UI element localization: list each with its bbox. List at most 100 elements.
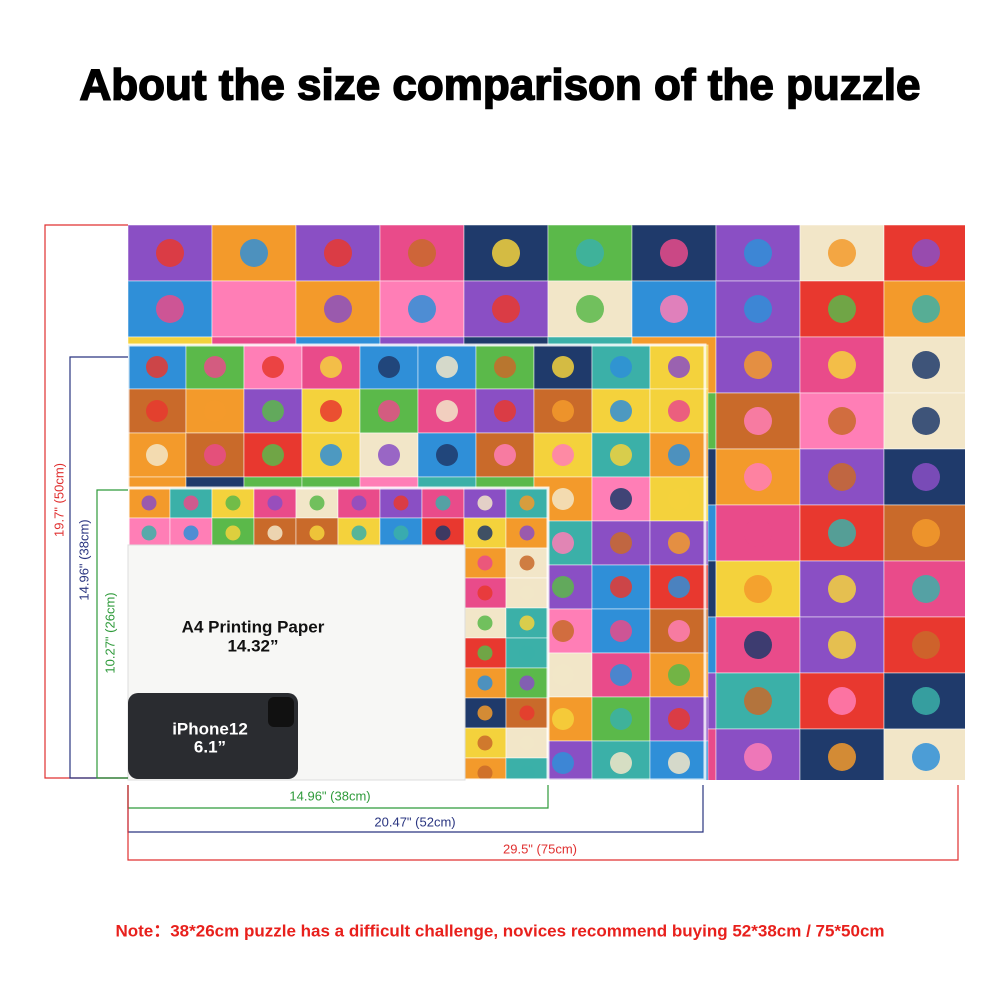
tile-motif <box>744 463 772 491</box>
tile-motif <box>744 743 772 771</box>
tile-motif <box>494 400 516 422</box>
tile-motif <box>477 585 493 601</box>
tile-motif <box>744 519 772 547</box>
height-label: 10.27" (26cm) <box>102 592 117 673</box>
tile-motif <box>309 525 325 541</box>
tile-motif <box>519 675 535 691</box>
tile-motif <box>324 239 352 267</box>
tile-motif <box>408 239 436 267</box>
tile-motif <box>378 400 400 422</box>
tile-motif <box>744 351 772 379</box>
paper-label: A4 Printing Paper <box>182 617 325 636</box>
tile-motif <box>828 631 856 659</box>
tile-motif <box>225 495 241 511</box>
paper-size: 14.32” <box>227 636 278 655</box>
tile-motif <box>494 356 516 378</box>
tile-motif <box>204 356 226 378</box>
tile-motif <box>912 743 940 771</box>
tile-motif <box>744 239 772 267</box>
tile-motif <box>668 488 690 510</box>
tile-motif <box>828 519 856 547</box>
height-label: 19.7" (50cm) <box>51 463 66 537</box>
tile-motif <box>668 664 690 686</box>
tile-motif <box>610 532 632 554</box>
tile-motif <box>225 525 241 541</box>
tile-motif <box>156 239 184 267</box>
tile-motif <box>519 705 535 721</box>
tile-motif <box>912 687 940 715</box>
tile-motif <box>436 444 458 466</box>
tile-motif <box>552 664 574 686</box>
tile-motif <box>552 752 574 774</box>
dimension-lines <box>44 224 959 861</box>
camera <box>268 697 294 727</box>
tile-motif <box>610 664 632 686</box>
tile-motif <box>668 752 690 774</box>
tile-motif <box>828 351 856 379</box>
tile-motif <box>912 239 940 267</box>
width-label: 20.47" (52cm) <box>374 814 455 829</box>
tile-motif <box>146 356 168 378</box>
tile-motif <box>552 620 574 642</box>
note: Note：38*26cm puzzle has a difficult chal… <box>115 921 884 940</box>
tile-motif <box>436 356 458 378</box>
tile-motif <box>477 705 493 721</box>
tile-motif <box>744 631 772 659</box>
tile-motif <box>262 356 284 378</box>
tile-motif <box>183 495 199 511</box>
tile-motif <box>519 585 535 601</box>
tile-motif <box>660 239 688 267</box>
tile-motif <box>519 555 535 571</box>
tile-motif <box>435 495 451 511</box>
tile-motif <box>828 687 856 715</box>
tile-motif <box>552 708 574 730</box>
tile-motif <box>610 620 632 642</box>
tile-motif <box>610 576 632 598</box>
tile-motif <box>828 407 856 435</box>
tile-motif <box>912 519 940 547</box>
iphone <box>128 693 298 779</box>
tile-motif <box>552 488 574 510</box>
tile-motif <box>912 575 940 603</box>
tile-motif <box>552 356 574 378</box>
tile-motif <box>494 444 516 466</box>
width-label: 29.5" (75cm) <box>503 841 577 856</box>
tile-motif <box>610 752 632 774</box>
tile-motif <box>912 463 940 491</box>
tile-motif <box>477 675 493 691</box>
tile-motif <box>552 532 574 554</box>
tile-motif <box>552 576 574 598</box>
phone-label: iPhone12 <box>172 719 248 738</box>
tile-motif <box>519 495 535 511</box>
tile-motif <box>351 495 367 511</box>
tile-motif <box>378 356 400 378</box>
tile-motif <box>668 356 690 378</box>
tile-motif <box>477 735 493 751</box>
tile-motif <box>320 356 342 378</box>
tile-motif <box>262 400 284 422</box>
tile-motif <box>435 525 451 541</box>
width-label: 14.96" (38cm) <box>289 788 370 803</box>
tile-motif <box>576 239 604 267</box>
height-label: 14.96" (38cm) <box>76 519 91 600</box>
tile-motif <box>912 295 940 323</box>
tile-motif <box>744 575 772 603</box>
tile-motif <box>912 631 940 659</box>
tile-motif <box>610 400 632 422</box>
tile-motif <box>744 687 772 715</box>
tile-motif <box>204 400 226 422</box>
tile-motif <box>668 400 690 422</box>
tile-motif <box>477 555 493 571</box>
tile-motif <box>552 444 574 466</box>
tile-motif <box>351 525 367 541</box>
tile-motif <box>320 444 342 466</box>
tile-motif <box>309 495 325 511</box>
tile-motif <box>610 708 632 730</box>
tile-motif <box>912 407 940 435</box>
tile-motif <box>828 463 856 491</box>
tile-motif <box>828 239 856 267</box>
tile-motif <box>240 295 268 323</box>
tile-motif <box>477 765 493 780</box>
tile-motif <box>828 743 856 771</box>
